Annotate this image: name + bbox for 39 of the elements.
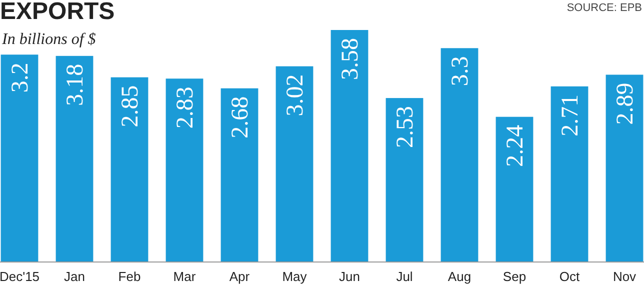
data-label: 2.53: [392, 106, 418, 148]
bar: [606, 74, 644, 262]
bar: [166, 78, 204, 262]
bar: [220, 88, 258, 262]
x-tick-label: Oct: [559, 269, 580, 284]
bar: [0, 54, 38, 262]
chart-subtitle: In billions of $: [1, 31, 96, 48]
bar: [110, 77, 148, 262]
x-tick-label: Nov: [612, 269, 637, 284]
bar: [276, 66, 314, 262]
data-label: 2.71: [558, 94, 584, 136]
x-tick-label: Jan: [64, 269, 85, 284]
bar: [550, 86, 588, 262]
x-tick-label: Feb: [118, 269, 141, 284]
data-label: 3.02: [282, 74, 308, 116]
bar: [386, 98, 424, 262]
x-tick-label: Apr: [229, 269, 250, 284]
data-label: 3.58: [338, 38, 364, 80]
data-label: 2.83: [172, 86, 198, 129]
x-tick-label: Mar: [173, 269, 196, 284]
data-label: 3.2: [8, 62, 34, 93]
x-tick-label: May: [282, 269, 308, 284]
source-note: SOURCE: EPB: [566, 2, 642, 14]
data-label: 2.24: [502, 124, 528, 167]
data-label: 2.68: [228, 96, 254, 138]
data-label: 2.85: [118, 85, 144, 128]
bar: [496, 116, 534, 262]
bar: [330, 30, 368, 262]
data-label: 3.18: [62, 64, 88, 106]
data-label: 3.3: [448, 56, 474, 86]
chart-title: EXPORTS: [0, 0, 115, 25]
bar: [440, 48, 478, 262]
x-tick-label: Aug: [448, 269, 472, 284]
x-tick-label: Sep: [502, 269, 526, 284]
bar: [56, 56, 94, 262]
x-tick-label: Jun: [339, 269, 360, 284]
data-label: 2.89: [612, 82, 638, 125]
x-tick-label: Jul: [396, 269, 413, 284]
x-tick-label: Dec'15: [0, 269, 40, 284]
